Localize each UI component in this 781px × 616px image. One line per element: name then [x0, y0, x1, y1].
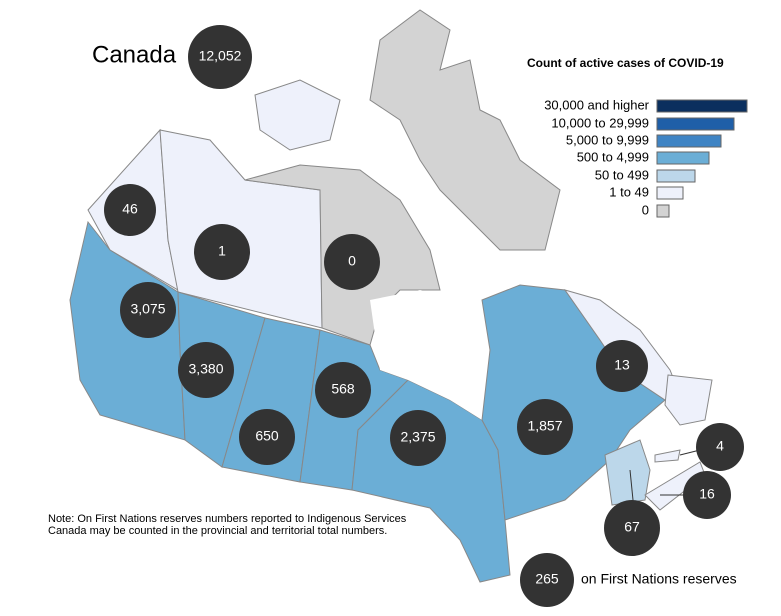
region-label: 67	[624, 519, 640, 535]
region-marker	[315, 362, 371, 418]
region-marker	[178, 342, 234, 398]
region-label: 2,375	[400, 429, 435, 445]
region-marker	[194, 224, 250, 280]
legend-label: 0	[642, 202, 649, 217]
hudson-bay	[370, 290, 490, 420]
region-label: 46	[122, 201, 138, 217]
legend-swatch	[656, 99, 748, 113]
region-label: 1	[218, 243, 226, 259]
region-marker	[390, 410, 446, 466]
legend-swatch	[656, 204, 670, 218]
region-marker	[517, 399, 573, 455]
legend-swatch	[656, 151, 710, 165]
arctic-islands	[369, 9, 561, 251]
region-marker	[239, 409, 295, 465]
region-marker	[120, 282, 176, 338]
region-marker	[104, 184, 156, 236]
prince-edward-island	[654, 449, 681, 463]
region-label: 16	[699, 486, 715, 502]
total-label: 12,052	[199, 48, 242, 64]
region-label: 0	[348, 253, 356, 269]
region-markers: 46 1 0 3,075 3,380 650 568 2,375 1,857 1…	[104, 184, 744, 556]
region-marker	[324, 234, 380, 290]
legend-swatch	[656, 186, 684, 200]
reserves-label: on First Nations reserves	[581, 571, 737, 587]
region-label: 568	[331, 381, 355, 397]
legend-swatch	[656, 169, 696, 183]
region-label: 3,380	[188, 361, 223, 377]
region-label: 1,857	[527, 418, 562, 434]
region-label: 4	[716, 438, 724, 454]
region-label: 650	[255, 428, 279, 444]
legend-label: 1 to 49	[609, 184, 649, 199]
newfoundland	[664, 374, 713, 426]
region-marker	[604, 500, 660, 556]
new-brunswick	[604, 439, 651, 506]
legend-label: 50 to 499	[595, 167, 649, 182]
legend-swatch	[656, 117, 735, 131]
region-marker	[696, 423, 744, 471]
legend-label: 10,000 to 29,999	[551, 115, 649, 130]
legend-label: 30,000 and higher	[544, 97, 649, 112]
map-title: Canada	[92, 41, 177, 68]
legend-swatch	[656, 134, 722, 148]
legend-label: 500 to 4,999	[577, 149, 649, 164]
note: Note: On First Nations reserves numbers …	[48, 513, 407, 537]
region-marker	[596, 340, 648, 392]
legend-title: Count of active cases of COVID-19	[527, 56, 724, 70]
region-label: 13	[614, 357, 630, 373]
region-label: 3,075	[130, 301, 165, 317]
region-marker	[683, 471, 731, 519]
reserves-marker	[520, 553, 574, 607]
legend: Count of active cases of COVID-19 30,000…	[527, 56, 748, 218]
arctic-island-nwt	[254, 79, 341, 151]
reserves-count: 265	[535, 571, 559, 587]
legend-label: 5,000 to 9,999	[566, 132, 649, 147]
total-marker	[188, 25, 252, 89]
